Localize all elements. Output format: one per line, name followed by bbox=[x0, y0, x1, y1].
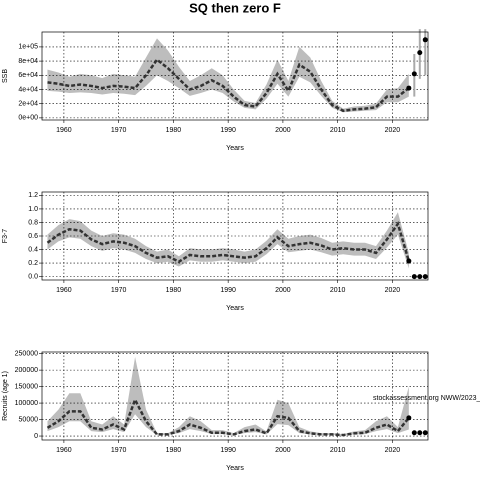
y-axis-label: SSB bbox=[2, 69, 9, 83]
y-tick-label: 6e+04 bbox=[18, 72, 38, 79]
projection-point bbox=[411, 274, 417, 280]
y-tick-label: 1e+05 bbox=[18, 44, 38, 51]
x-tick-label: 1970 bbox=[111, 287, 127, 294]
y-axis-label: F3-7 bbox=[2, 229, 9, 244]
projection-point bbox=[422, 274, 428, 280]
plot-frame bbox=[41, 31, 429, 121]
y-tick-label: 2e+04 bbox=[18, 101, 38, 108]
projection-point bbox=[411, 71, 417, 77]
x-tick-label: 1980 bbox=[166, 287, 182, 294]
y-tick-label: 4e+04 bbox=[18, 86, 38, 93]
last-estimate-point bbox=[406, 415, 412, 421]
x-tick-label: 1970 bbox=[111, 447, 127, 454]
x-tick-label: 2020 bbox=[385, 447, 401, 454]
x-tick-label: 1980 bbox=[166, 447, 182, 454]
x-tick-label: 1960 bbox=[56, 127, 72, 134]
x-tick-label: 1990 bbox=[220, 127, 236, 134]
estimate-line bbox=[47, 57, 410, 113]
x-axis-label: Years bbox=[226, 305, 244, 312]
x-tick-label: 2010 bbox=[330, 127, 346, 134]
x-tick-label: 2000 bbox=[275, 127, 291, 134]
y-tick-label: 8e+04 bbox=[18, 58, 38, 65]
x-tick-label: 1990 bbox=[220, 287, 236, 294]
x-tick-label: 2010 bbox=[330, 447, 346, 454]
y-tick-label: 0 bbox=[34, 433, 38, 440]
y-tick-label: 250000 bbox=[15, 350, 38, 357]
y-tick-label: 1.0 bbox=[28, 206, 38, 213]
y-tick-label: 0.2 bbox=[28, 260, 38, 267]
annotation: stockassessment.org NWW/2023_HAD_Sp bbox=[373, 395, 480, 402]
y-tick-label: 0e+00 bbox=[18, 115, 38, 122]
y-tick-label: 200000 bbox=[15, 367, 38, 374]
last-estimate-point bbox=[406, 85, 412, 91]
plot-frame bbox=[41, 351, 429, 441]
x-tick-label: 2000 bbox=[275, 447, 291, 454]
x-tick-label: 2010 bbox=[330, 287, 346, 294]
x-tick-label: 1970 bbox=[111, 127, 127, 134]
projection-point bbox=[417, 50, 423, 56]
projection-point bbox=[417, 274, 423, 280]
plot-frame bbox=[41, 191, 429, 281]
y-tick-label: 0.0 bbox=[28, 273, 38, 280]
x-axis-label: Years bbox=[226, 145, 244, 152]
projection-point bbox=[422, 430, 428, 436]
projection-point bbox=[417, 430, 423, 436]
y-tick-label: 0.6 bbox=[28, 233, 38, 240]
estimate-line bbox=[46, 396, 410, 437]
y-tick-label: 100000 bbox=[15, 400, 38, 407]
y-tick-label: 1.2 bbox=[28, 192, 38, 199]
y-tick-label: 50000 bbox=[19, 416, 39, 423]
estimate-line bbox=[46, 220, 411, 264]
y-tick-label: 0.4 bbox=[28, 246, 38, 253]
y-axis-label: Recruits (age 1) bbox=[2, 371, 9, 421]
y-tick-label: 0.8 bbox=[28, 219, 38, 226]
chart-title: SQ then zero F bbox=[189, 0, 281, 15]
x-tick-label: 2020 bbox=[385, 287, 401, 294]
confidence-band bbox=[47, 212, 409, 269]
projection-point bbox=[411, 430, 417, 436]
x-tick-label: 2000 bbox=[275, 287, 291, 294]
x-tick-label: 2020 bbox=[385, 127, 401, 134]
x-tick-label: 1960 bbox=[56, 447, 72, 454]
x-tick-label: 1960 bbox=[56, 287, 72, 294]
x-tick-label: 1980 bbox=[166, 127, 182, 134]
x-tick-label: 1990 bbox=[220, 447, 236, 454]
projection-point bbox=[422, 37, 428, 43]
last-estimate-point bbox=[406, 258, 412, 264]
confidence-band bbox=[47, 356, 409, 436]
x-axis-label: Years bbox=[226, 465, 244, 472]
y-tick-label: 150000 bbox=[15, 383, 38, 390]
